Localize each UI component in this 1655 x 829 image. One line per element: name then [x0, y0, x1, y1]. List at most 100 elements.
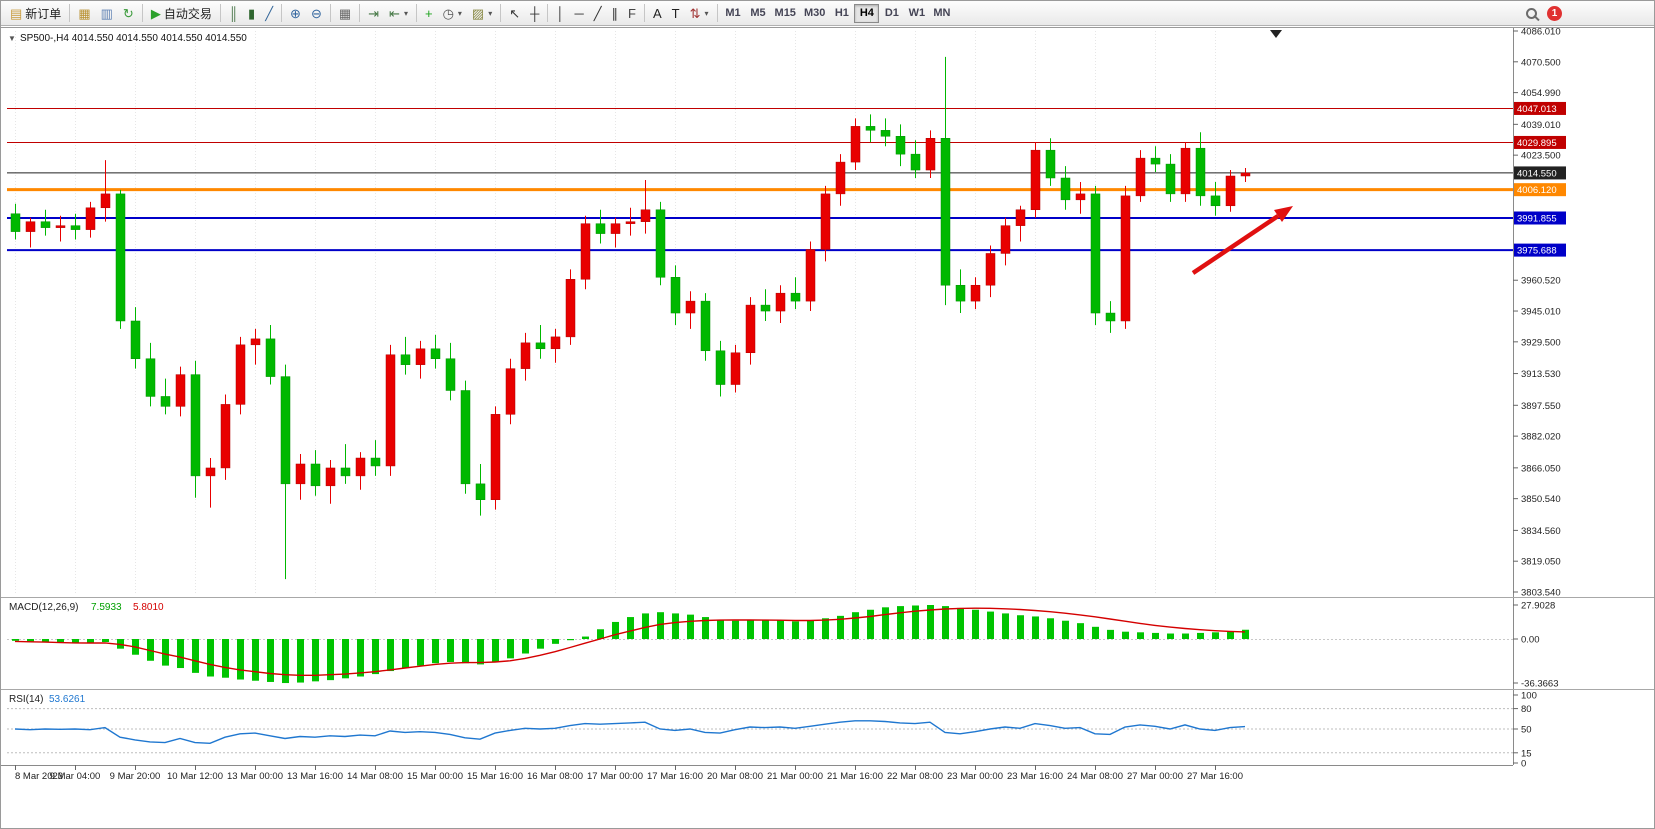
navigator-button[interactable]: ↻	[118, 3, 139, 24]
macd-histogram-bar	[657, 612, 664, 639]
time-axis-label: 8 Mar 2023	[15, 771, 63, 782]
timeframe-m5-button[interactable]: M5	[750, 7, 766, 19]
text-label-button[interactable]: T	[667, 3, 685, 24]
templates-button[interactable]: ▨ ▾	[467, 3, 497, 24]
candle-body	[355, 457, 366, 477]
resistance-line-lower-price-tag	[1514, 135, 1566, 149]
trendline-button[interactable]: ╱	[589, 3, 607, 24]
time-axis-label: 15 Mar 16:00	[467, 771, 523, 782]
line-chart-type-button[interactable]: ╱	[260, 3, 278, 24]
chart-shift-marker[interactable]	[1270, 30, 1282, 38]
text-button[interactable]: A	[648, 3, 667, 24]
one-click-trading-toggle[interactable]: ▼	[8, 34, 16, 43]
price-axis[interactable]: 4086.010 4070.500 4054.990 4039.010 4023.500…	[1513, 27, 1566, 766]
macd-histogram-bar	[372, 639, 379, 675]
notification-badge[interactable]: 1	[1547, 6, 1562, 21]
macd-histogram-bar	[342, 639, 349, 679]
indicators-button[interactable]: +	[420, 3, 438, 24]
macd-histogram-bar	[402, 639, 409, 669]
candle-body	[520, 342, 531, 369]
chart-plot-area[interactable]	[7, 29, 1513, 593]
autotrading-button[interactable]: ▶ 自动交易	[146, 3, 217, 24]
candlestick-chart-type-button[interactable]: ▮	[243, 3, 260, 24]
line-chart-type-icon: ╱	[265, 5, 274, 21]
macd-histogram-bar	[912, 605, 919, 639]
fibonacci-button[interactable]: F	[623, 3, 641, 24]
macd-histogram-bar	[597, 629, 604, 639]
candle-body	[205, 467, 216, 477]
price-tag-label: 3991.855	[1517, 213, 1557, 224]
candle-body	[580, 223, 591, 280]
time-axis-label: 13 Mar 00:00	[227, 771, 283, 782]
macd-histogram-bar	[1092, 626, 1099, 639]
candle-body	[1090, 193, 1101, 314]
periods-button[interactable]: ◷ ▾	[438, 3, 467, 24]
equidistant-channel-button[interactable]: ∥	[607, 3, 624, 24]
candle-body	[460, 390, 471, 485]
candle-body	[235, 344, 246, 405]
candles-layer	[10, 56, 1251, 580]
timeframe-mn-button[interactable]: MN	[933, 7, 951, 19]
crosshair-button[interactable]: ┼	[525, 3, 544, 24]
timeframe-h4-button[interactable]: H4	[854, 3, 880, 23]
candle-body	[265, 338, 276, 377]
timeframe-w1-button[interactable]: W1	[908, 7, 926, 19]
candlestick-chart-type-icon: ▮	[248, 5, 256, 21]
candle-body	[1075, 193, 1086, 201]
zoom-out-button[interactable]: ⊖	[306, 3, 327, 24]
macd-main-value: 7.5933	[91, 602, 122, 613]
macd-histogram-bar	[282, 639, 289, 684]
price-axis-label: 3803.540	[1521, 588, 1561, 599]
bar-chart-type-button[interactable]: ║	[224, 3, 243, 24]
autotrading-label: 自动交易	[163, 6, 212, 21]
timeframe-toolbar: M1 M5 M15 M30 H1 H4 D1 W1 MN	[721, 3, 955, 23]
candle-body	[880, 130, 891, 137]
timeframe-h1-button[interactable]: H1	[834, 7, 849, 19]
time-axis-label: 17 Mar 16:00	[647, 771, 703, 782]
candle-body	[70, 225, 81, 230]
macd-histogram-bar	[432, 639, 439, 664]
timeframe-d1-button[interactable]: D1	[884, 7, 899, 19]
data-window-button[interactable]: ▥	[96, 3, 118, 24]
macd-histogram-bar	[192, 639, 199, 673]
auto-scroll-button[interactable]: ⇥	[363, 3, 384, 24]
tile-windows-button[interactable]: ▦	[334, 3, 356, 24]
macd-histogram-bar	[477, 639, 484, 665]
candle-body	[760, 304, 771, 312]
toolbar-separator	[716, 4, 718, 22]
dropdown-caret-icon: ▾	[403, 8, 408, 18]
horizontal-line-button[interactable]: ─	[569, 3, 588, 24]
market-watch-button[interactable]: ▦	[73, 3, 95, 24]
toolbar-separator	[69, 4, 71, 22]
trend-arrow-shaft	[1191, 214, 1280, 275]
arrows-objects-button[interactable]: ⇅ ▾	[685, 3, 714, 24]
timeframe-m1-button[interactable]: M1	[725, 7, 741, 19]
vertical-line-button[interactable]: │	[551, 3, 569, 24]
search-icon[interactable]	[1526, 8, 1537, 19]
candle-body	[175, 374, 186, 407]
equidistant-channel-icon: ∥	[611, 5, 619, 21]
candle-body	[565, 279, 576, 338]
new-order-button[interactable]: ▤ 新订单	[5, 3, 66, 24]
price-tag-label: 4006.120	[1517, 185, 1557, 196]
price-axis-label: 3834.560	[1521, 526, 1561, 537]
timeframe-m15-button[interactable]: M15	[774, 7, 796, 19]
chart-shift-button[interactable]: ⇤ ▾	[384, 3, 413, 24]
time-axis-label: 21 Mar 00:00	[767, 771, 823, 782]
macd-histogram-bar	[972, 609, 979, 639]
toolbar-separator	[281, 4, 283, 22]
candle-body	[1210, 195, 1221, 207]
trend-arrow-annotation[interactable]	[1191, 206, 1293, 275]
zoom-in-button[interactable]: ⊕	[285, 3, 306, 24]
time-axis-label: 20 Mar 08:00	[707, 771, 763, 782]
macd-label: MACD(12,26,9)	[9, 602, 78, 613]
price-axis-label: 3882.020	[1521, 432, 1561, 443]
time-axis-label: 21 Mar 16:00	[827, 771, 883, 782]
macd-signal-line	[14, 607, 1246, 676]
candle-body	[340, 467, 351, 477]
timeframe-m30-button[interactable]: M30	[803, 7, 826, 19]
time-axis-label: 23 Mar 00:00	[947, 771, 1003, 782]
cursor-button[interactable]: ↖	[504, 3, 525, 24]
